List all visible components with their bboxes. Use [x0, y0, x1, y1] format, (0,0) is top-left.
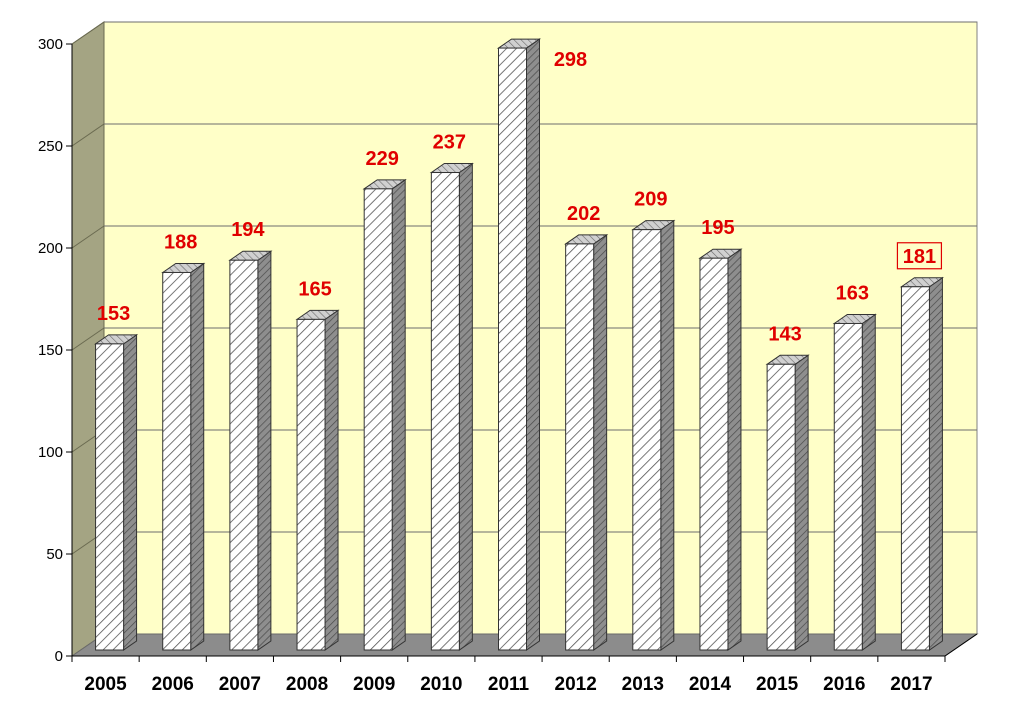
- gridline-wall: [71, 21, 105, 45]
- data-label: 237: [433, 132, 466, 154]
- labels: 153 188 194 165 229 237 298 202 209 195 143 163 181: [97, 49, 943, 345]
- gridline-wall: [71, 327, 105, 351]
- x-tick-label: 2011: [488, 674, 530, 695]
- gridline-wall: [71, 225, 105, 249]
- bar-front: [498, 47, 527, 651]
- data-label: 188: [164, 231, 197, 253]
- data-label: 229: [366, 148, 399, 170]
- bar-front: [296, 318, 326, 651]
- bar: [899, 276, 945, 651]
- bar-front: [833, 322, 863, 651]
- gridline-wall: [71, 123, 105, 147]
- x-tick-label: 2012: [555, 674, 597, 695]
- bar-front: [766, 363, 796, 651]
- x-tick-label: 2016: [823, 674, 865, 695]
- y-tick-label: 250: [38, 138, 63, 155]
- bar: [161, 262, 206, 651]
- y-tick-label: 300: [38, 36, 63, 53]
- axes: 0 50 100 150 200 250 300 2005 2006 2007 2008 2009 20…: [38, 36, 978, 695]
- bar-front: [430, 172, 460, 651]
- bar: [564, 233, 609, 651]
- data-label: 195: [701, 217, 734, 239]
- bar: [765, 354, 810, 651]
- x-tick-label: 2010: [420, 674, 462, 695]
- data-label: 181: [903, 246, 936, 268]
- data-label: 298: [554, 49, 587, 71]
- bar: [832, 313, 877, 651]
- x-tick-label: 2013: [622, 674, 664, 695]
- bar-side: [190, 262, 205, 651]
- bar: [295, 309, 340, 651]
- data-label: 153: [97, 303, 130, 325]
- bar-side: [593, 233, 608, 651]
- data-label-highlight-box: [896, 242, 943, 270]
- x-tick-label: 2007: [219, 674, 261, 695]
- bar-side: [123, 333, 138, 651]
- y-tick-label: 100: [38, 444, 63, 461]
- x-tick-label: 2009: [353, 674, 395, 695]
- bar-side: [727, 248, 742, 651]
- bar-front: [900, 286, 930, 651]
- x-tick-label: 2008: [286, 674, 328, 695]
- bar-front: [95, 343, 125, 651]
- data-label: 209: [634, 189, 667, 211]
- x-tick-label: 2014: [689, 674, 732, 695]
- bar-side: [928, 276, 943, 651]
- x-tick-label: 2005: [84, 674, 127, 695]
- bar: [429, 162, 474, 651]
- bar: [362, 178, 407, 651]
- bar: [93, 333, 139, 651]
- bar-side: [324, 309, 339, 651]
- bar-side: [526, 38, 540, 651]
- x-tick-label: 2015: [756, 674, 799, 695]
- bars: [93, 38, 945, 651]
- bar: [698, 248, 743, 651]
- bar-front: [363, 188, 393, 651]
- bar-side: [861, 313, 876, 651]
- y-tick-label: 50: [46, 546, 63, 563]
- data-label: 165: [298, 278, 331, 300]
- bar-side: [391, 178, 406, 651]
- bar: [496, 38, 542, 651]
- data-label: 202: [567, 203, 600, 225]
- data-label: 143: [768, 323, 801, 345]
- y-tick-label: 200: [38, 240, 63, 257]
- x-tick-label: 2006: [152, 674, 194, 695]
- bar-front: [162, 271, 192, 651]
- bar-side: [794, 354, 809, 651]
- bar-front: [565, 243, 595, 651]
- bar-front: [632, 229, 662, 651]
- bar-side: [660, 219, 675, 651]
- x-tick-label: 2017: [890, 674, 932, 695]
- data-label: 163: [836, 282, 869, 304]
- data-label: 194: [231, 219, 265, 241]
- bar-side: [257, 250, 272, 651]
- bar-front: [229, 259, 259, 651]
- bar: [631, 219, 676, 651]
- y-tick-label: 0: [55, 648, 63, 665]
- bar-side: [458, 162, 473, 651]
- y-tick-label: 150: [38, 342, 63, 359]
- bar-front: [699, 257, 729, 651]
- x-axis-depth-line: [944, 633, 978, 657]
- bar: [228, 250, 273, 651]
